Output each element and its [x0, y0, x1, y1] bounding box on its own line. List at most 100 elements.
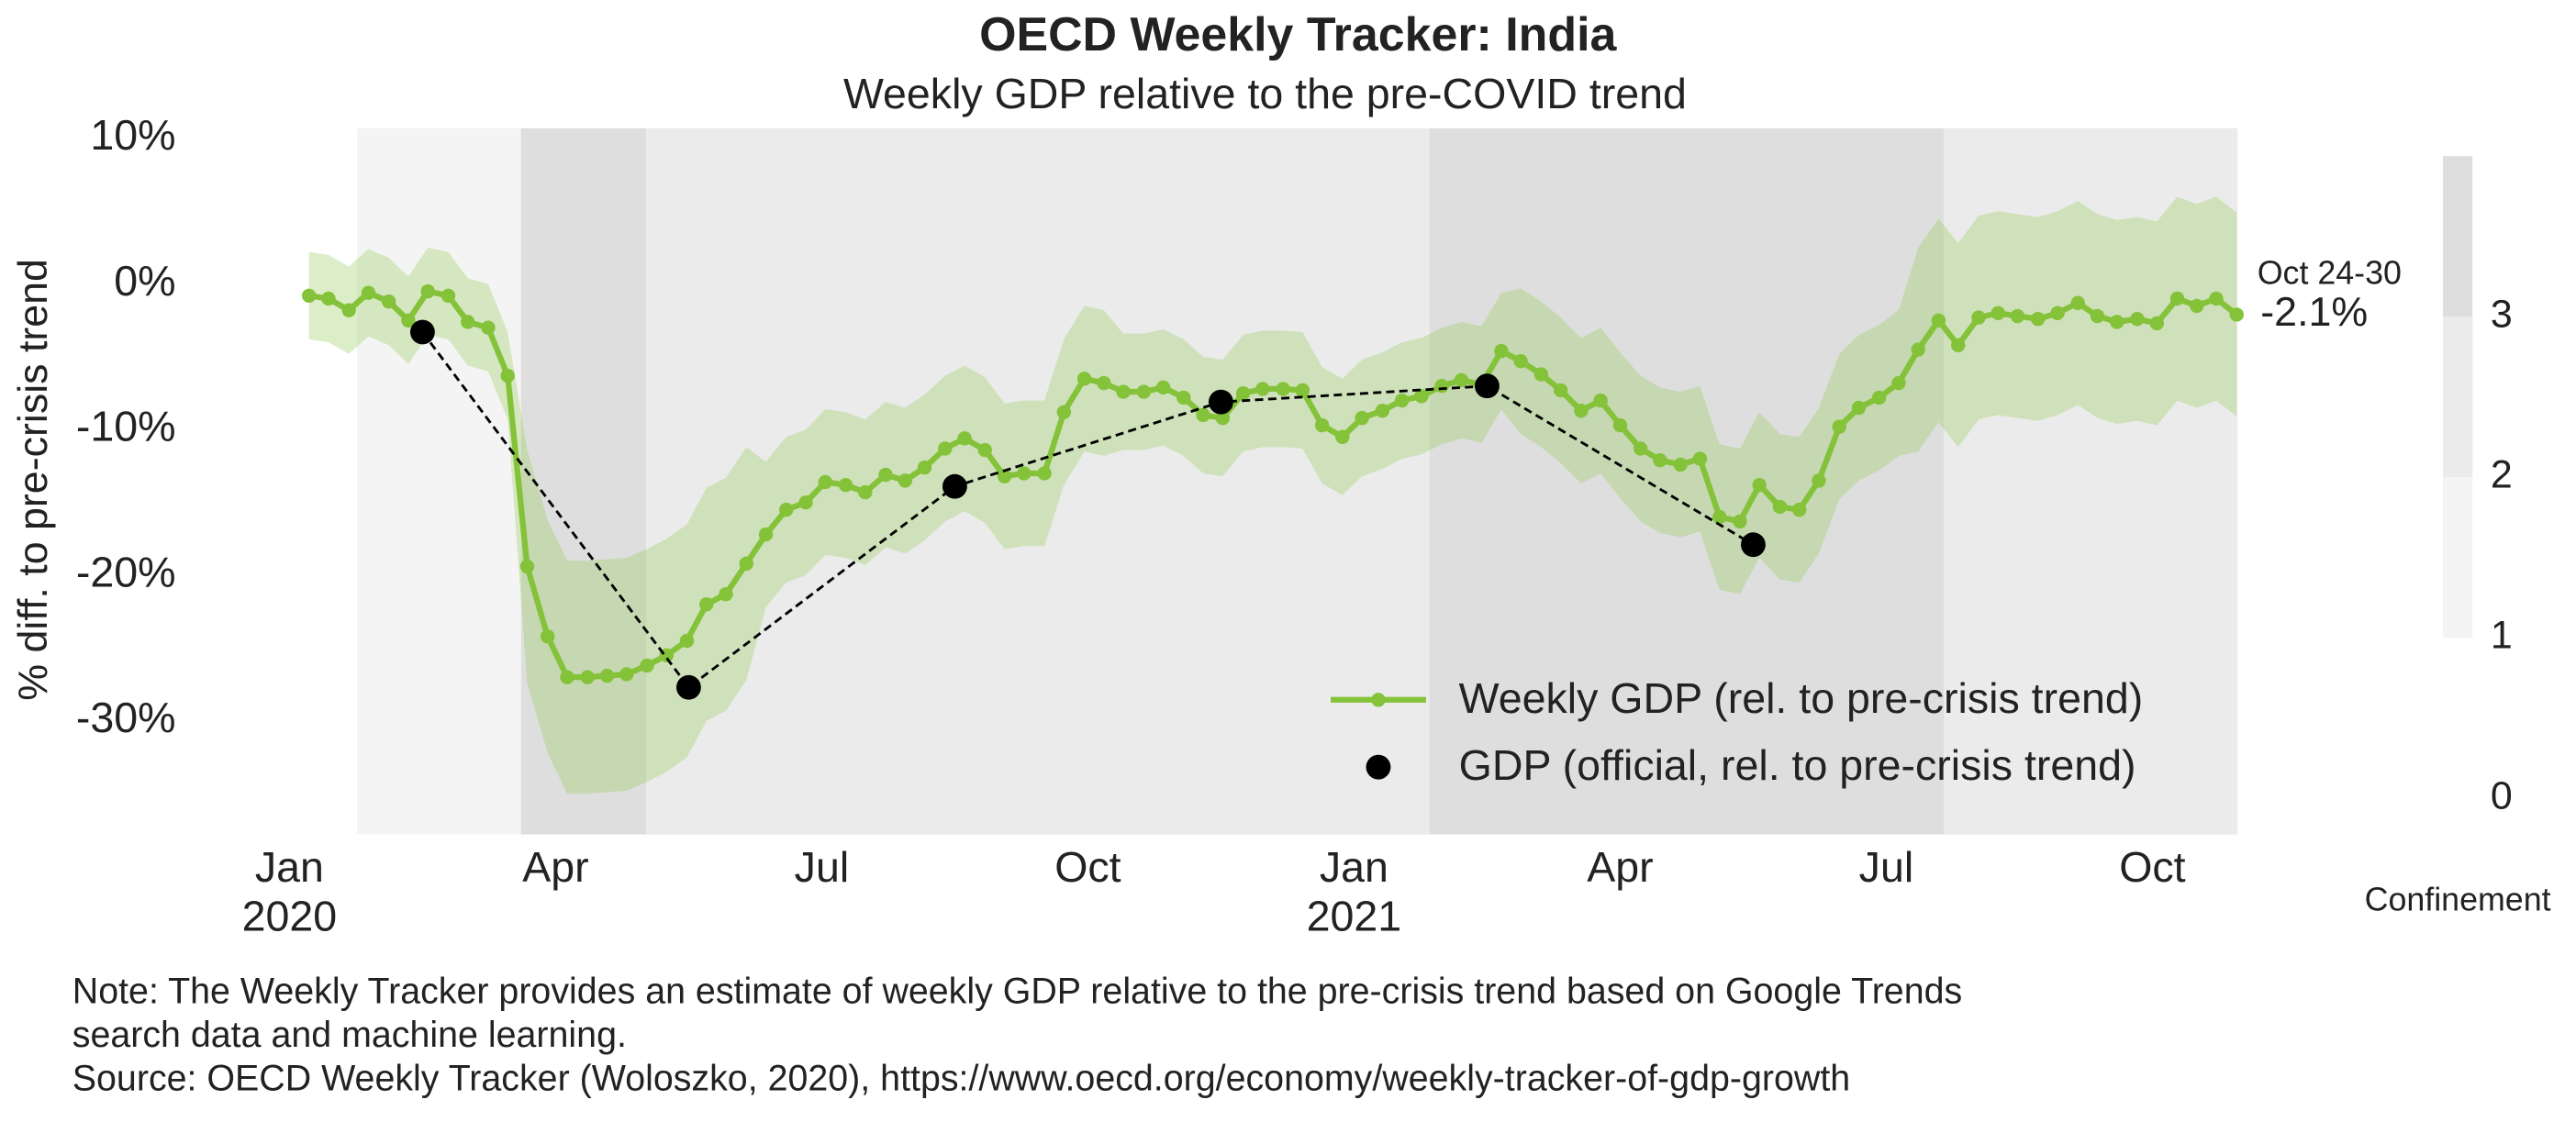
- weekly-point: [1553, 383, 1568, 398]
- legend-dot-swatch: [1366, 754, 1391, 780]
- weekly-point: [898, 473, 912, 488]
- weekly-point: [1037, 466, 1052, 481]
- weekly-point: [1375, 404, 1390, 418]
- weekly-point: [938, 441, 953, 456]
- legend: Weekly GDP (rel. to pre-crisis trend) GDP…: [1331, 674, 2143, 789]
- weekly-point: [1017, 466, 1032, 481]
- x-tick-label: Oct: [1054, 843, 1121, 891]
- weekly-point: [580, 670, 595, 684]
- weekly-point: [2050, 305, 2065, 321]
- annotation-date: Oct 24-30: [2258, 254, 2402, 291]
- weekly-point: [2149, 316, 2164, 331]
- weekly-point: [481, 320, 496, 335]
- x-tick-label: Jul: [795, 843, 849, 891]
- weekly-point: [1454, 372, 1469, 388]
- weekly-point: [1335, 429, 1350, 444]
- weekly-point: [917, 460, 932, 475]
- weekly-point: [1136, 384, 1152, 399]
- weekly-point: [798, 494, 813, 510]
- legend-label: GDP (official, rel. to pre-crisis trend): [1459, 741, 2136, 789]
- note-line: Source: OECD Weekly Tracker (Woloszko, 2…: [72, 1058, 1850, 1098]
- official-point: [1474, 373, 1500, 399]
- weekly-point: [1712, 509, 1727, 525]
- weekly-point: [2110, 315, 2124, 329]
- weekly-point: [2169, 291, 2185, 306]
- weekly-point: [2229, 307, 2244, 322]
- weekly-point: [699, 597, 714, 612]
- weekly-point: [1991, 305, 2005, 321]
- weekly-point: [1871, 390, 1887, 405]
- weekly-point: [1494, 343, 1509, 359]
- weekly-point: [679, 633, 695, 649]
- official-dashed-line: [421, 331, 1755, 690]
- weekly-point: [1931, 313, 1946, 328]
- y-axis-label: % diff. to pre-crisis trend: [10, 259, 56, 701]
- weekly-point: [341, 303, 356, 317]
- weekly-point: [1911, 342, 1925, 357]
- weekly-point: [1733, 514, 1747, 529]
- weekly-point: [779, 502, 794, 517]
- legend-point-swatch: [1371, 693, 1386, 707]
- confidence-band: [308, 196, 2237, 794]
- y-tick-label: 0%: [114, 257, 175, 305]
- weekly-point: [1394, 393, 1410, 408]
- confinement-band: [1429, 128, 1945, 835]
- weekly-point: [401, 313, 416, 328]
- weekly-point: [2190, 298, 2204, 314]
- confinement-band: [520, 128, 647, 835]
- y-tick-label: -20%: [76, 548, 176, 595]
- weekly-point: [878, 467, 893, 483]
- legend-label: Weekly GDP (rel. to pre-crisis trend): [1459, 674, 2144, 722]
- weekly-point: [858, 484, 873, 500]
- weekly-point: [1891, 375, 1906, 391]
- weekly-point: [2070, 295, 2085, 310]
- colorbar-segment: [2442, 317, 2473, 478]
- weekly-point: [461, 315, 475, 329]
- x-tick-label: Apr: [522, 843, 588, 891]
- weekly-point: [541, 629, 555, 644]
- weekly-point: [2010, 308, 2025, 324]
- y-tick-label: 10%: [90, 111, 175, 159]
- weekly-point: [1097, 375, 1111, 391]
- official-point: [1208, 389, 1233, 415]
- weekly-point: [997, 469, 1012, 483]
- weekly-point: [500, 368, 515, 383]
- weekly-point: [1295, 383, 1310, 398]
- weekly-point: [1116, 384, 1131, 399]
- weekly-point: [301, 288, 317, 304]
- x-tick-label: Apr: [1587, 843, 1653, 891]
- weekly-point: [1196, 407, 1210, 423]
- weekly-point: [519, 559, 535, 574]
- weekly-point: [1612, 417, 1628, 433]
- weekly-point: [640, 658, 654, 673]
- weekly-point: [1434, 379, 1449, 394]
- colorbar-label: Confinement: [2365, 881, 2551, 917]
- weekly-point: [1215, 410, 1231, 426]
- weekly-point: [420, 283, 435, 299]
- weekly-point: [560, 670, 574, 684]
- official-point: [1740, 532, 1766, 558]
- weekly-point: [1673, 457, 1688, 472]
- weekly-point: [1314, 417, 1330, 433]
- weekly-point: [1633, 441, 1648, 456]
- colorbar-segment: [2442, 156, 2473, 317]
- weekly-point: [2031, 312, 2046, 327]
- official-point: [410, 319, 435, 345]
- weekly-point: [1414, 389, 1429, 404]
- note-line: search data and machine learning.: [72, 1015, 627, 1055]
- weekly-point: [1772, 499, 1788, 515]
- weekly-point: [838, 477, 853, 493]
- weekly-point: [1752, 477, 1767, 493]
- confinement-band: [646, 128, 1430, 835]
- weekly-point: [1056, 405, 1072, 419]
- weekly-point: [1971, 310, 1986, 325]
- y-tick-label: -30%: [76, 694, 176, 741]
- weekly-point: [440, 288, 456, 304]
- official-point: [942, 473, 967, 499]
- weekly-point: [1791, 502, 1807, 517]
- weekly-point: [1355, 410, 1369, 426]
- weekly-point: [758, 527, 774, 542]
- y-tick-label: -10%: [76, 403, 176, 450]
